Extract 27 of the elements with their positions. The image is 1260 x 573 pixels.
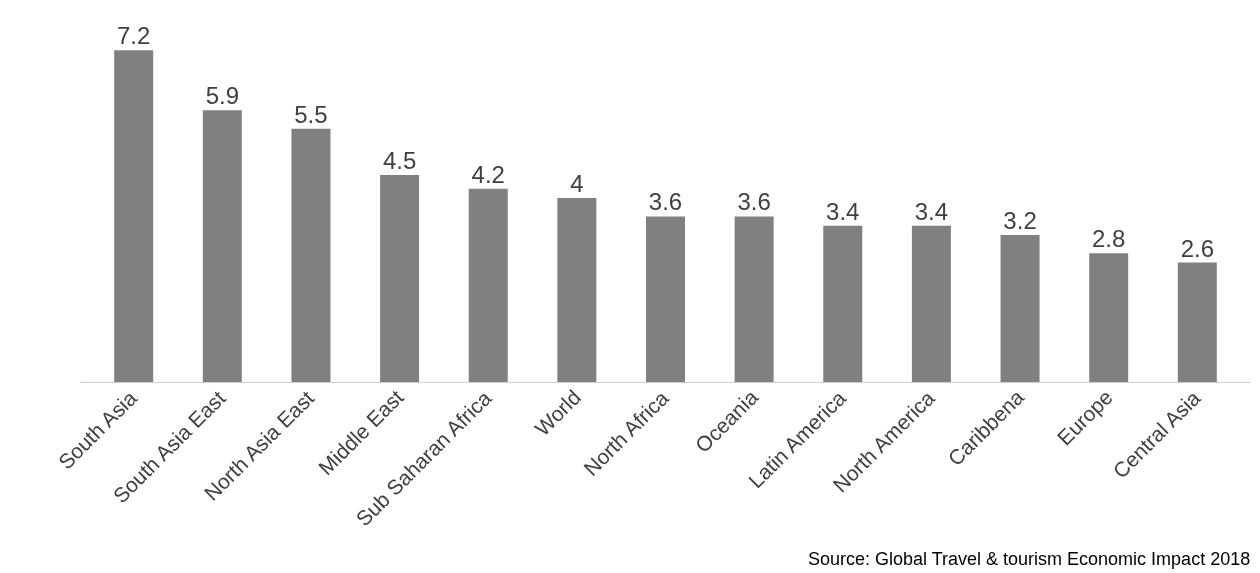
- bar: [291, 128, 331, 383]
- data-label: 3.6: [737, 188, 771, 216]
- bar: [734, 216, 774, 383]
- data-label: 3.4: [914, 197, 949, 225]
- bar: [646, 216, 685, 383]
- data-label: 5.9: [205, 82, 240, 110]
- bar: [114, 50, 154, 383]
- bar: [1000, 234, 1040, 383]
- data-label: 7.2: [117, 22, 151, 50]
- data-label: 4.2: [471, 160, 505, 188]
- data-label: 4.5: [382, 146, 417, 174]
- data-label: 3.2: [1003, 206, 1037, 234]
- data-label: 2.8: [1092, 225, 1126, 253]
- bar: [557, 197, 597, 383]
- bar: [380, 174, 420, 383]
- data-label: 2.6: [1180, 234, 1215, 262]
- source-note: Source: Global Travel & tourism Economic Impact 2018: [807, 548, 1251, 569]
- bar: [823, 225, 863, 383]
- bar: [468, 188, 508, 383]
- bar: [911, 225, 951, 383]
- data-label: 5.5: [294, 100, 328, 128]
- bar: [1089, 253, 1129, 383]
- data-label: 3.4: [826, 197, 860, 225]
- data-label: 4: [570, 169, 584, 197]
- data-label: 3.6: [648, 188, 683, 216]
- bar: [1177, 262, 1217, 383]
- bar: [202, 110, 242, 383]
